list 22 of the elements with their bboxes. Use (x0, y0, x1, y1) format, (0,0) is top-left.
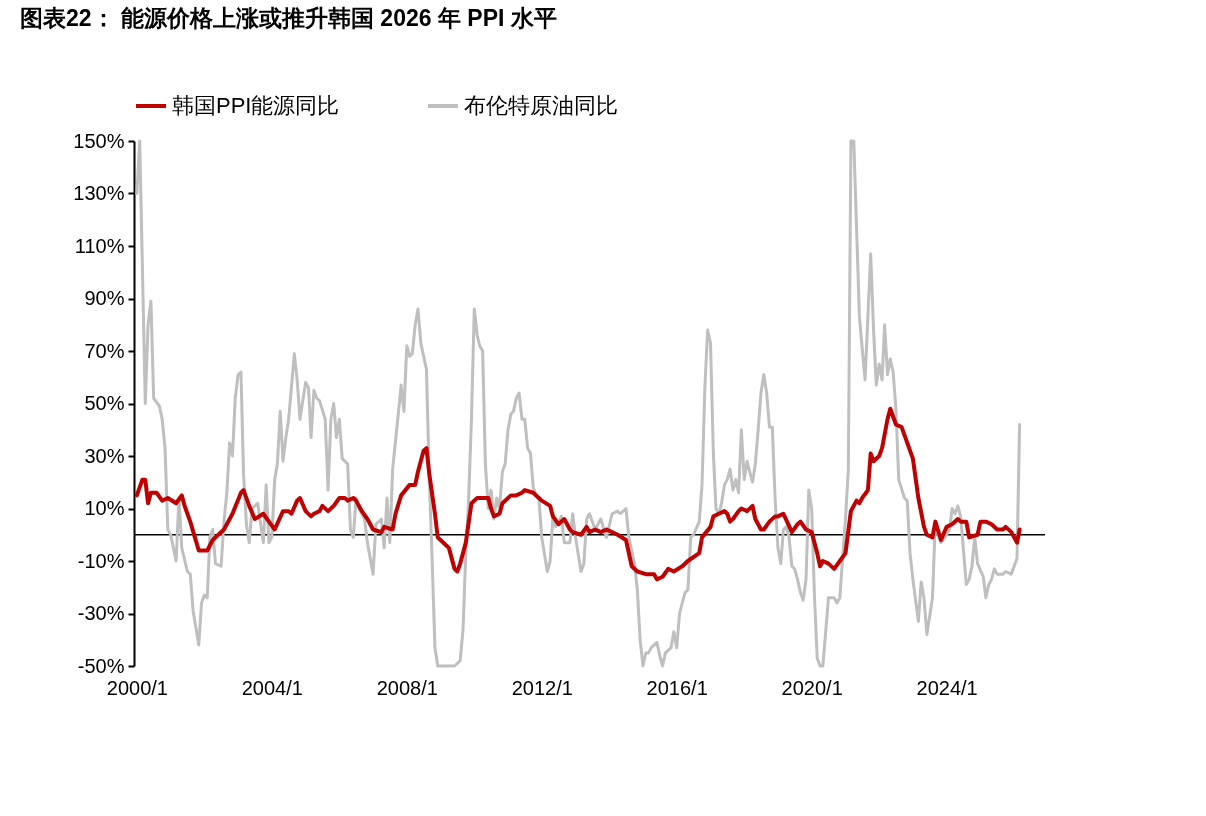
x-tick-label: 2020/1 (781, 676, 843, 699)
y-tick-label: 30% (84, 444, 125, 467)
x-tick-label: 2024/1 (916, 676, 978, 699)
y-tick-label: 150% (73, 129, 125, 152)
y-tick-label: 130% (73, 182, 125, 204)
chart-title: 图表22： 能源价格上涨或推升韩国 2026 年 PPI 水平 (20, 5, 557, 31)
x-tick-label: 2016/1 (646, 676, 708, 699)
y-tick-label: -50% (77, 654, 125, 677)
y-tick-label: 70% (84, 339, 125, 362)
y-tick-label: 110% (74, 234, 125, 257)
x-tick-label: 2000/1 (106, 676, 168, 699)
y-tick-label: -30% (77, 602, 125, 624)
y-tick-label: 50% (84, 392, 125, 414)
y-tick-label: 90% (84, 287, 125, 309)
x-tick-label: 2012/1 (511, 676, 573, 699)
line-series (134, 406, 1022, 582)
legend-label: 布伦特原油同比 (464, 93, 618, 118)
y-tick-label: 10% (84, 497, 125, 519)
x-tick-label: 2008/1 (376, 676, 438, 699)
x-tick-label: 2004/1 (241, 676, 303, 699)
y-tick-label: -10% (77, 549, 125, 572)
legend-label: 韩国PPI能源同比 (172, 93, 340, 118)
